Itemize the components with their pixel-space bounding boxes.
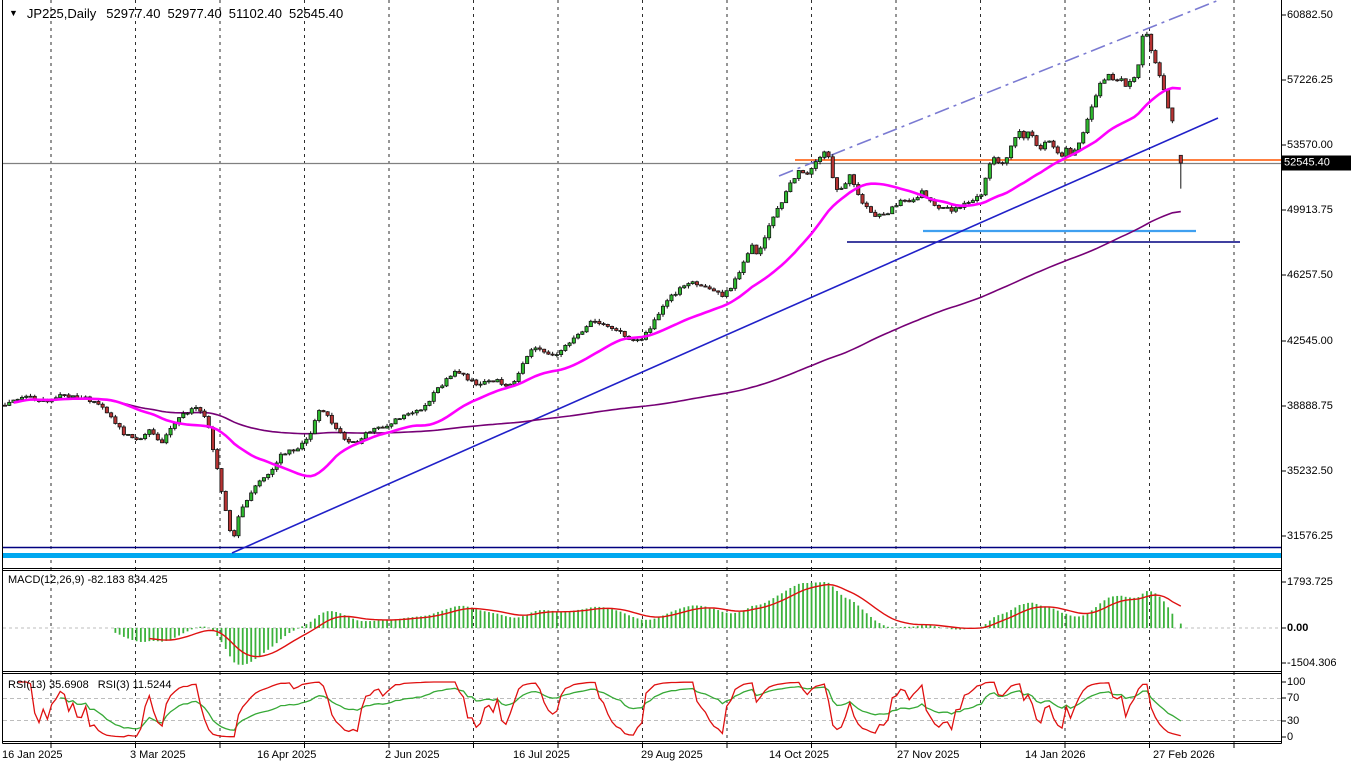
quote-close: 52545.40: [289, 6, 344, 21]
channel-dashdot-line: [778, 0, 1222, 177]
macd-histogram: [114, 581, 1182, 665]
rsi-axis-label: 100: [1287, 676, 1306, 688]
macd-axis-label: -1504.306: [1287, 657, 1337, 669]
rsi-axis-label: 0: [1287, 731, 1294, 743]
price-axis-label: 38888.75: [1287, 400, 1333, 412]
chart-object-lines: [3, 0, 1281, 558]
price-axis-label: 60882.50: [1287, 9, 1333, 21]
symbol-title: JP225,Daily: [26, 6, 97, 21]
price-axis-label: 46257.50: [1287, 269, 1333, 281]
date-axis-label: 2 Jun 2025: [385, 749, 440, 761]
date-axis-label: 14 Jan 2026: [1025, 749, 1086, 761]
macd-axis-label: 0.00: [1287, 622, 1309, 634]
macd-signal-line: [149, 583, 1182, 658]
uptrend-line: [231, 117, 1219, 554]
price-axis-label: 57226.25: [1287, 74, 1333, 86]
date-axis-label: 29 Aug 2025: [641, 749, 703, 761]
quote-low: 51102.40: [228, 6, 283, 21]
date-axis-label: 27 Nov 2025: [897, 749, 960, 761]
candles: [3, 31, 1183, 539]
rsi-axis-label: 70: [1287, 692, 1300, 704]
price-axis-label: 49913.75: [1287, 204, 1333, 216]
date-axis-label: 14 Oct 2025: [769, 749, 829, 761]
ma-fast-line: [13, 86, 1181, 478]
macd-axis-label: 1793.725: [1287, 576, 1333, 588]
chevron-down-icon[interactable]: ▼: [9, 8, 18, 18]
rsi-indicator-label: RSI(13) 35.6908 RSI(3) 11.5244: [8, 679, 172, 691]
price-axis-label: 42545.00: [1287, 335, 1333, 347]
price-axis-label: 35232.50: [1287, 465, 1333, 477]
symbol-header: ▼ JP225,Daily 52977.40 52977.40 51102.40 5254…: [9, 6, 343, 21]
date-axis-label: 16 Apr 2025: [257, 749, 317, 761]
date-axis-label: 16 Jul 2025: [513, 749, 570, 761]
panel-borders: [2, 0, 1286, 748]
date-axis-label: 27 Feb 2026: [1153, 749, 1215, 761]
date-axis-label: 3 Mar 2025: [130, 749, 186, 761]
date-axis-label: 16 Jan 2025: [2, 749, 63, 761]
price-axis-label: 31576.25: [1287, 530, 1333, 542]
macd-indicator-label: MACD(12,26,9) -82.183 834.425: [8, 574, 168, 586]
quote-open: 52977.40: [106, 6, 161, 21]
ma-slow-line: [64, 210, 1181, 435]
rsi13-line: [60, 685, 1182, 731]
rsi3-line: [17, 681, 1181, 738]
rsi13-label: RSI(13) 35.6908: [8, 679, 89, 691]
rsi3-label: RSI(3) 11.5244: [97, 679, 172, 691]
current-price-badge: 52545.40: [1282, 155, 1351, 171]
quote-high: 52977.40: [167, 6, 222, 21]
price-axis-label: 53570.00: [1287, 139, 1333, 151]
rsi-axis-label: 30: [1287, 715, 1300, 727]
